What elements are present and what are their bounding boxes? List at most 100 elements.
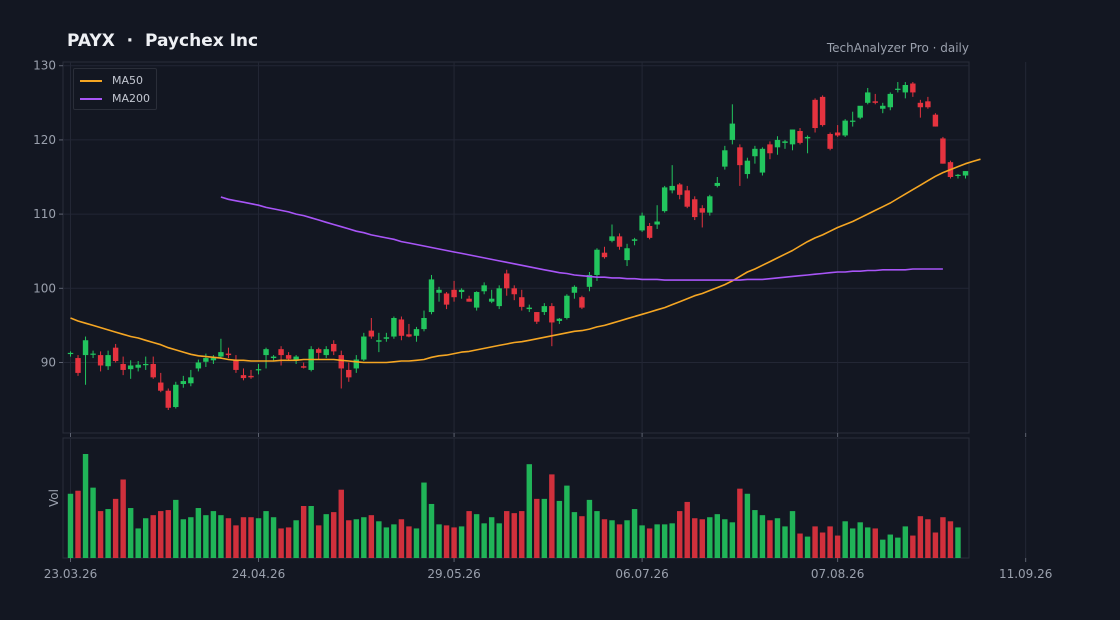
volume-bar bbox=[571, 512, 578, 558]
candle bbox=[932, 113, 939, 127]
volume-bar bbox=[669, 523, 675, 558]
volume-bar bbox=[143, 518, 149, 558]
candle bbox=[496, 285, 502, 310]
candle bbox=[902, 82, 909, 99]
candle-body bbox=[519, 297, 525, 307]
volume-bar bbox=[195, 508, 202, 558]
volume-bar bbox=[857, 522, 863, 558]
candle-body bbox=[962, 171, 969, 176]
candle-body bbox=[534, 312, 540, 322]
candle bbox=[556, 317, 563, 324]
volume-bar bbox=[534, 498, 540, 558]
candle bbox=[744, 157, 751, 179]
candle-body bbox=[842, 120, 848, 136]
candle-body bbox=[707, 196, 713, 213]
candle bbox=[218, 338, 224, 359]
volume-bar bbox=[376, 521, 382, 558]
candle-body bbox=[82, 340, 89, 356]
volume-bar bbox=[338, 489, 344, 558]
candle bbox=[594, 248, 600, 281]
volume-bar bbox=[940, 517, 946, 558]
time-tick-label: 06.07.26 bbox=[615, 567, 668, 581]
candle-body bbox=[631, 239, 638, 241]
candle-body bbox=[955, 174, 961, 176]
price-tick-label: 100 bbox=[33, 281, 56, 295]
volume-bar bbox=[255, 518, 262, 558]
volume-bar bbox=[887, 534, 893, 558]
candle bbox=[331, 340, 337, 356]
candle-body bbox=[601, 252, 608, 258]
candle-body bbox=[804, 136, 811, 139]
candle bbox=[534, 312, 540, 324]
volume-bar bbox=[488, 517, 495, 558]
candle-body bbox=[549, 306, 555, 323]
price-tick-label: 110 bbox=[33, 207, 56, 221]
candle bbox=[872, 93, 878, 105]
candle-body bbox=[910, 83, 916, 93]
candle-body bbox=[218, 352, 224, 357]
candle-body bbox=[406, 334, 412, 337]
candle bbox=[940, 136, 946, 164]
candle-body bbox=[421, 317, 427, 330]
candle bbox=[684, 185, 690, 209]
volume-bar bbox=[812, 526, 818, 558]
volume-bar bbox=[789, 511, 796, 558]
candle bbox=[707, 194, 713, 216]
candle-body bbox=[564, 295, 570, 318]
candle-body bbox=[782, 141, 788, 143]
volume-bar bbox=[819, 532, 826, 558]
candle bbox=[443, 292, 450, 310]
volume-bar bbox=[225, 518, 232, 558]
candle-body bbox=[278, 349, 284, 356]
volume-bar bbox=[932, 532, 939, 558]
candle bbox=[278, 346, 284, 366]
candle-body bbox=[127, 365, 134, 370]
candle-body bbox=[676, 184, 683, 195]
candle-body bbox=[714, 182, 721, 186]
volume-bar bbox=[308, 506, 314, 558]
volume-bar bbox=[519, 511, 525, 558]
candle bbox=[834, 125, 841, 137]
candle-body bbox=[579, 297, 585, 308]
candle-body bbox=[895, 88, 901, 90]
candle-body bbox=[383, 337, 390, 339]
legend-swatch-ma200 bbox=[80, 98, 102, 100]
candle-body bbox=[880, 105, 886, 109]
candle-body bbox=[526, 307, 532, 310]
legend-label-ma50: MA50 bbox=[112, 74, 144, 87]
candle-body bbox=[624, 248, 630, 261]
volume-bar bbox=[549, 474, 555, 558]
candle bbox=[895, 82, 901, 93]
volume-bar bbox=[293, 520, 299, 558]
candle bbox=[233, 355, 239, 373]
candle-body bbox=[67, 352, 74, 355]
candle bbox=[120, 356, 126, 376]
candle-body bbox=[143, 363, 149, 366]
volume-bar bbox=[586, 499, 593, 558]
volume-bar bbox=[278, 528, 284, 558]
candle-body bbox=[368, 330, 375, 337]
candle bbox=[225, 347, 232, 359]
candle bbox=[127, 360, 134, 379]
candle-body bbox=[97, 355, 104, 366]
candle bbox=[150, 356, 156, 379]
candle bbox=[97, 351, 104, 372]
candle-body bbox=[481, 285, 487, 292]
volume-bar bbox=[105, 509, 111, 558]
volume-bar bbox=[541, 498, 548, 558]
volume-bar bbox=[75, 490, 81, 558]
volume-bar bbox=[173, 499, 179, 558]
candle-body bbox=[90, 353, 96, 355]
candle-body bbox=[767, 144, 773, 154]
volume-bar bbox=[722, 519, 728, 558]
candle bbox=[752, 145, 758, 164]
candle-body bbox=[744, 160, 751, 175]
candle-body bbox=[729, 123, 736, 140]
volume-bar bbox=[158, 511, 164, 558]
candle bbox=[481, 282, 487, 295]
candle-body bbox=[353, 359, 360, 369]
time-tick-label: 07.08.26 bbox=[811, 567, 864, 581]
candle bbox=[504, 269, 510, 296]
